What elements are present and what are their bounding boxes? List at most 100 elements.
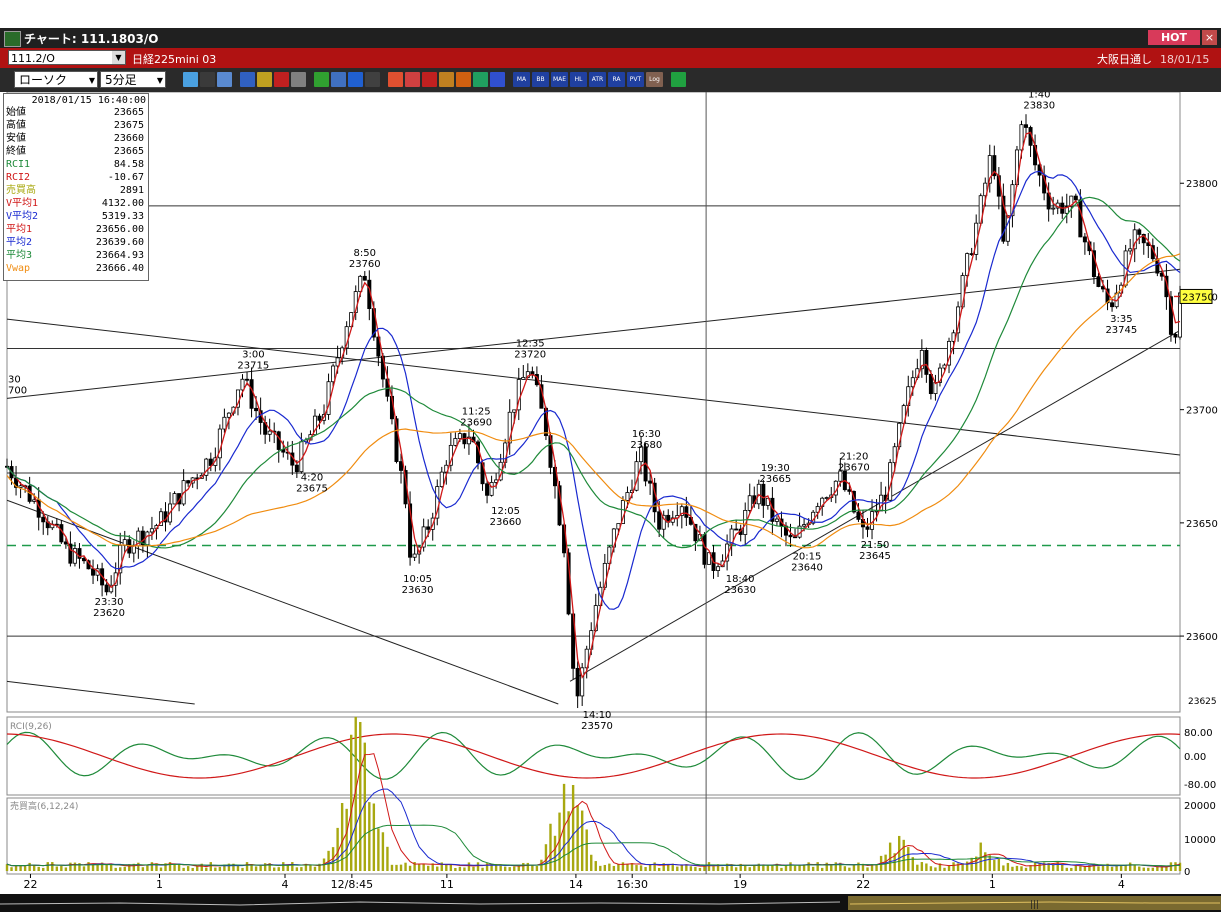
rci-tick-label: 80.00 bbox=[1184, 728, 1213, 739]
toolbar-export-button[interactable] bbox=[671, 72, 686, 87]
rci2-line bbox=[6, 733, 1181, 779]
info-value: 23660 bbox=[113, 133, 144, 144]
interval-select[interactable]: 5分足 ▼ bbox=[100, 71, 166, 88]
candle-body bbox=[521, 377, 526, 380]
candle-body bbox=[774, 518, 779, 522]
candle-body bbox=[987, 155, 992, 184]
toolbar-mae-button[interactable]: MAE bbox=[551, 72, 568, 87]
candle-body bbox=[716, 566, 721, 571]
info-value: 23675 bbox=[113, 120, 144, 131]
info-label: RCI1 bbox=[6, 159, 31, 170]
toolbar-grid-button[interactable] bbox=[291, 72, 306, 87]
toolbar-arrow-button[interactable] bbox=[348, 72, 363, 87]
toolbar-box-button[interactable] bbox=[365, 72, 380, 87]
overview-thumb[interactable] bbox=[848, 896, 1221, 910]
candle-body bbox=[254, 407, 259, 412]
toolbar-ma-button[interactable]: MA bbox=[513, 72, 530, 87]
toolbar-atr-button[interactable]: ATR bbox=[589, 72, 606, 87]
candle-body bbox=[1096, 276, 1101, 287]
toolbar-xbar-button[interactable] bbox=[274, 72, 289, 87]
candle-body bbox=[919, 349, 924, 370]
x-tick-label: 22 bbox=[23, 878, 37, 891]
candle-body bbox=[399, 461, 404, 471]
candle-body bbox=[734, 528, 739, 531]
toolbar-bb-button[interactable]: BB bbox=[532, 72, 549, 87]
toolbar-zoom-button[interactable] bbox=[183, 72, 198, 87]
annotation-time: 12:05 bbox=[491, 506, 520, 517]
candle-body bbox=[702, 534, 707, 565]
candle-body bbox=[928, 374, 933, 395]
toolbar-candle-b-button[interactable] bbox=[405, 72, 420, 87]
annotation-time: 12:35 bbox=[516, 338, 545, 349]
info-row: 平均1 23656.00 bbox=[6, 224, 146, 235]
toolbar-palette-button[interactable] bbox=[473, 72, 488, 87]
info-label: 安値 bbox=[6, 133, 26, 144]
toolbar-ra-button[interactable]: RA bbox=[608, 72, 625, 87]
annotation-time: 3:00 bbox=[242, 350, 264, 361]
candle-body bbox=[802, 524, 807, 527]
toolbar-pvt-button[interactable]: PVT bbox=[627, 72, 644, 87]
annotation-time: 23:30 bbox=[95, 597, 124, 608]
candle-body bbox=[68, 543, 73, 564]
session-info: 大阪日通し 18/01/15 bbox=[1097, 51, 1209, 67]
scroll-overview[interactable]: ||| bbox=[0, 894, 1221, 912]
candle-body bbox=[408, 503, 413, 558]
info-label: 売買高 bbox=[6, 185, 36, 196]
toolbar-print-button[interactable] bbox=[217, 72, 232, 87]
hot-badge[interactable]: HOT bbox=[1148, 30, 1200, 45]
symbol-input[interactable]: 111.2/O ▼ bbox=[8, 50, 126, 65]
overview-line-active bbox=[849, 901, 1220, 905]
candle-body bbox=[625, 492, 630, 501]
toolbar-grid-b-button[interactable] bbox=[490, 72, 505, 87]
candle-body bbox=[222, 416, 227, 430]
chart-type-select[interactable]: ローソク ▼ bbox=[14, 71, 98, 88]
toolbar-window-button[interactable] bbox=[200, 72, 215, 87]
toolbar-hl-button[interactable]: HL bbox=[570, 72, 587, 87]
x-tick-label: 12/8:45 bbox=[331, 878, 373, 891]
toolbar-find-button[interactable] bbox=[240, 72, 255, 87]
info-row: RCI1 84.58 bbox=[6, 159, 146, 170]
price-tick-label: 23650 bbox=[1186, 519, 1218, 530]
toolbar-candle-a-button[interactable] bbox=[388, 72, 403, 87]
toolbar-cursor-button[interactable] bbox=[331, 72, 346, 87]
info-label: 平均2 bbox=[6, 237, 33, 248]
edge-annotation-price: 700 bbox=[8, 385, 27, 396]
symbol-bar: 111.2/O ▼ 日経225mini 03 大阪日通し 18/01/15 bbox=[0, 48, 1221, 68]
info-value: 23656.00 bbox=[95, 224, 144, 235]
chart-area[interactable]: 23600 23650 23700 23750 23800 23625 23:3023620… bbox=[0, 92, 1221, 894]
info-datetime: 2018/01/15 16:40:00 bbox=[31, 95, 146, 106]
symbol-code: 111.2/O bbox=[11, 52, 55, 65]
candle-body bbox=[466, 436, 471, 445]
candle-body bbox=[1051, 207, 1056, 210]
toolbar-pen-button[interactable] bbox=[314, 72, 329, 87]
price-tick-label: 23700 bbox=[1186, 406, 1218, 417]
close-icon[interactable]: × bbox=[1202, 30, 1217, 45]
info-value: 2891 bbox=[119, 185, 144, 196]
candle-body bbox=[312, 415, 317, 436]
x-tick-label: 16:30 bbox=[616, 878, 648, 891]
candle-body bbox=[335, 357, 340, 367]
x-tick-label: 1 bbox=[989, 878, 996, 891]
toolbar-log-button[interactable]: Log bbox=[646, 72, 663, 87]
candle-body bbox=[421, 526, 426, 548]
annotation-time: 3:35 bbox=[1110, 314, 1132, 325]
candle-body bbox=[1005, 215, 1010, 242]
toolbar-wrench-button[interactable] bbox=[456, 72, 471, 87]
x-tick-label: 19 bbox=[733, 878, 747, 891]
candle-body bbox=[1069, 195, 1074, 207]
annotation-price: 23690 bbox=[460, 417, 492, 428]
candle-body bbox=[1001, 195, 1006, 242]
window-titlebar: チャート: 111.1803/O HOT × bbox=[0, 28, 1221, 48]
candle-body bbox=[457, 433, 462, 439]
chevron-down-icon[interactable]: ▼ bbox=[112, 51, 125, 64]
x-tick-label: 22 bbox=[856, 878, 870, 891]
toolbar-all-button[interactable] bbox=[422, 72, 437, 87]
candle-body bbox=[639, 446, 644, 463]
candle-body bbox=[856, 511, 861, 520]
info-row: Vwap 23666.40 bbox=[6, 263, 146, 274]
candle-body bbox=[1064, 206, 1069, 214]
candle-body bbox=[892, 446, 897, 464]
toolbar-bar-button[interactable] bbox=[257, 72, 272, 87]
trend-line bbox=[6, 318, 1181, 456]
toolbar-gear-button[interactable] bbox=[439, 72, 454, 87]
